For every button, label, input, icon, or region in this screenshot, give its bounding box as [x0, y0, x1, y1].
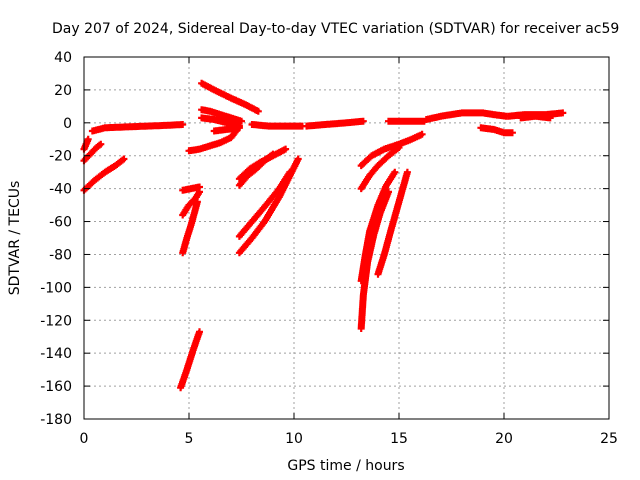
- marker-trail-track-18: [248, 121, 306, 130]
- y-axis-tick-labels: -180 -160 -140 -120 -100 -80 -60 -40 -20 0 20 40: [40, 50, 72, 428]
- marker-trail-track-21: [357, 168, 399, 285]
- x-tick-label: 10: [285, 431, 303, 447]
- data-series-track-25: [385, 117, 428, 125]
- data-series-track-15: [235, 168, 294, 240]
- marker-trail-track-29: [517, 112, 554, 122]
- y-tick-label: -60: [49, 215, 72, 231]
- y-axis-label: SDTVAR / TECUs: [7, 181, 23, 296]
- marker-trail-track-08: [179, 183, 203, 194]
- marker-trail-track-03: [80, 135, 92, 153]
- marker-trail-track-13: [210, 124, 243, 135]
- marker-trail-track-23: [357, 144, 403, 193]
- marker-trail-track-27: [477, 124, 516, 137]
- data-series-track-17: [235, 145, 290, 183]
- data-series-track-06: [179, 198, 201, 257]
- marker-trail-track-25: [385, 117, 428, 125]
- x-tick-label: 5: [185, 431, 194, 447]
- y-tick-label: -80: [49, 247, 72, 263]
- y-tick-label: -100: [40, 280, 72, 296]
- y-tick-label: -40: [49, 182, 72, 198]
- marker-trail-track-17: [235, 145, 290, 183]
- data-series-track-23: [357, 144, 403, 193]
- data-series-track-03: [80, 135, 92, 153]
- marker-trail-track-05: [177, 328, 203, 392]
- data-series-track-08: [179, 183, 203, 194]
- marker-trail-track-10: [198, 79, 262, 115]
- x-axis-label: GPS time / hours: [287, 458, 404, 474]
- marker-trail-track-04: [88, 121, 187, 135]
- y-tick-label: 40: [54, 50, 72, 66]
- marker-trail-track-11: [198, 106, 245, 125]
- data-series-track-09: [185, 125, 241, 155]
- x-tick-label: 25: [600, 431, 618, 447]
- x-tick-label: 15: [390, 431, 408, 447]
- axis-ticks: [83, 56, 610, 420]
- marker-trail-track-15: [235, 168, 294, 240]
- marker-trail-track-24: [357, 130, 426, 170]
- marker-trail-track-22: [374, 168, 411, 278]
- y-tick-label: 20: [54, 83, 72, 99]
- y-tick-label: -20: [49, 149, 72, 165]
- marker-trail-track-07: [179, 188, 203, 219]
- y-tick-label: 0: [63, 116, 72, 132]
- marker-trail-track-26: [422, 109, 510, 123]
- data-series-track-10: [198, 79, 262, 115]
- y-tick-label: -180: [40, 412, 72, 428]
- data-series-track-22: [374, 168, 411, 278]
- data-series-track-07: [179, 188, 203, 219]
- marker-trail-track-09: [185, 125, 241, 155]
- y-tick-label: -140: [40, 346, 72, 362]
- data-series-track-13: [210, 124, 243, 135]
- data-series-track-05: [177, 328, 203, 392]
- data-series-track-04: [88, 121, 187, 135]
- plot-frame: [83, 56, 610, 420]
- data-series-track-29: [517, 112, 554, 122]
- data-points: [80, 79, 567, 392]
- data-series-track-26: [422, 109, 510, 123]
- y-tick-label: -120: [40, 313, 72, 329]
- chart-title: Day 207 of 2024, Sidereal Day-to-day VTE…: [52, 21, 619, 37]
- data-series-track-11: [198, 106, 245, 125]
- data-series-track-19: [303, 117, 367, 130]
- marker-trail-track-06: [179, 198, 201, 257]
- x-axis-tick-labels: 0 5 10 15 20 25: [80, 431, 618, 447]
- marker-trail-track-19: [303, 117, 367, 130]
- data-series-track-21: [357, 168, 399, 285]
- data-series-track-24: [357, 130, 426, 170]
- data-series-track-27: [477, 124, 516, 137]
- x-tick-label: 20: [495, 431, 513, 447]
- y-tick-label: -160: [40, 379, 72, 395]
- x-tick-label: 0: [80, 431, 89, 447]
- data-series-track-18: [248, 121, 306, 130]
